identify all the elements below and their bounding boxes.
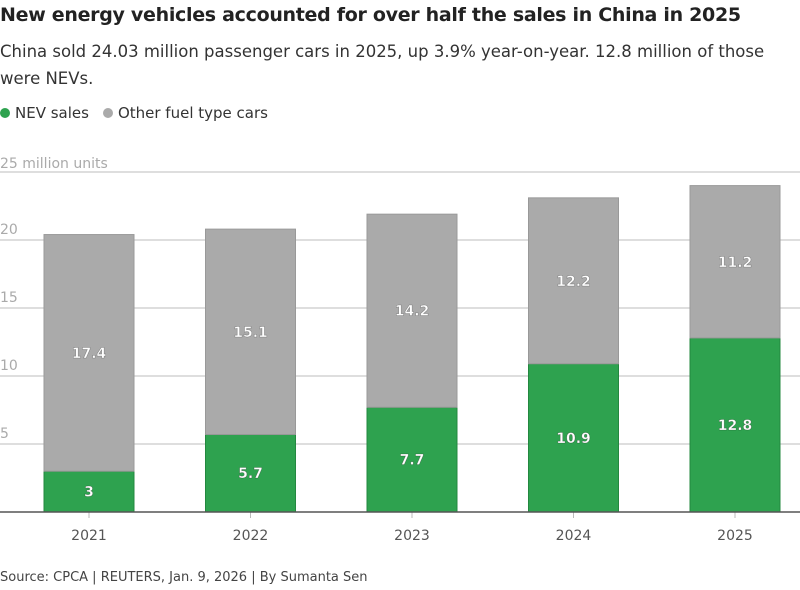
x-tick-label: 2021 [71, 528, 107, 544]
data-label: 10.9 [556, 431, 591, 447]
legend-item-other: Other fuel type cars [102, 104, 268, 122]
x-tick-label: 2025 [717, 528, 753, 544]
bar-nev [43, 470, 135, 513]
data-label: 14.2 [395, 304, 430, 320]
x-tick-label: 2022 [233, 528, 269, 544]
legend-swatch-other [102, 108, 113, 118]
legend-item-nev: NEV sales [0, 104, 89, 122]
stacked-bar-chart: 5 10 15 20 25 million units 3 17.4 2021 5.7 15.1 2… [0, 156, 800, 544]
data-label: 5.7 [238, 466, 263, 482]
x-tick-label: 2024 [556, 528, 592, 544]
data-label: 11.2 [718, 255, 753, 271]
legend-label-nev: NEV sales [15, 104, 89, 122]
data-label: 3 [84, 485, 94, 501]
bar-nev [689, 337, 781, 513]
data-label: 15.1 [233, 325, 268, 341]
legend: NEV sales Other fuel type cars [0, 104, 268, 122]
bar-other [43, 234, 135, 472]
data-label: 17.4 [72, 346, 107, 362]
bar-nev [205, 433, 296, 513]
x-tick-label: 2023 [394, 528, 430, 544]
y-tick-label: 15 [0, 290, 18, 306]
source-note: Source: CPCA | REUTERS, Jan. 9, 2026 | B… [0, 570, 368, 585]
data-label: 12.2 [556, 274, 591, 290]
bar-nev [366, 406, 458, 513]
y-tick-label: 20 [0, 222, 18, 238]
y-axis-label: 25 million units [0, 156, 108, 172]
bar-other [205, 228, 296, 435]
bar-other [528, 197, 619, 365]
legend-swatch-nev [0, 108, 10, 118]
y-tick-label: 10 [0, 358, 18, 374]
chart-title: New energy vehicles accounted for over h… [0, 4, 741, 26]
data-label: 7.7 [400, 453, 425, 469]
chart-subtitle: China sold 24.03 million passenger cars … [0, 42, 765, 88]
data-label: 12.8 [718, 418, 753, 434]
bar-other [689, 185, 781, 339]
bar-other [366, 213, 458, 408]
legend-label-other: Other fuel type cars [117, 104, 268, 122]
y-tick-label: 5 [0, 426, 9, 442]
